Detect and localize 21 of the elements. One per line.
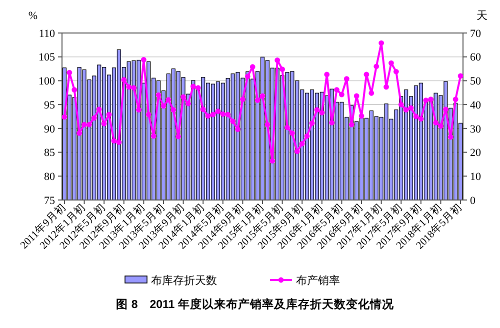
y-tick-label: 75 [44, 194, 56, 207]
y2-tick-label: 10 [470, 170, 482, 183]
legend-label: 布库存折天数 [151, 274, 217, 287]
y2-tick-label: 0 [470, 194, 476, 207]
text: 图 8 2011 年度以来布产销率及库存折天数变化情况 [116, 297, 395, 311]
y-tick-label: 95 [44, 99, 56, 112]
y-tick-label: 90 [44, 123, 56, 136]
y-axis-title: % [28, 10, 38, 22]
y2-tick-label: 40 [470, 99, 482, 112]
y-tick-label: 105 [38, 52, 56, 64]
y2-axis-title: 天 [476, 10, 488, 22]
y-tick-label: 80 [44, 170, 56, 183]
y-tick-label: 100 [38, 76, 56, 88]
y2-tick-label: 30 [470, 123, 482, 136]
legend-label: 布产销率 [296, 274, 340, 287]
y2-tick-label: 20 [470, 147, 482, 160]
y-tick-label: 85 [44, 147, 56, 160]
y-tick-label: 110 [38, 28, 56, 40]
y2-tick-label: 60 [470, 52, 482, 64]
y2-tick-label: 70 [470, 28, 482, 40]
y2-tick-label: 50 [470, 76, 482, 88]
